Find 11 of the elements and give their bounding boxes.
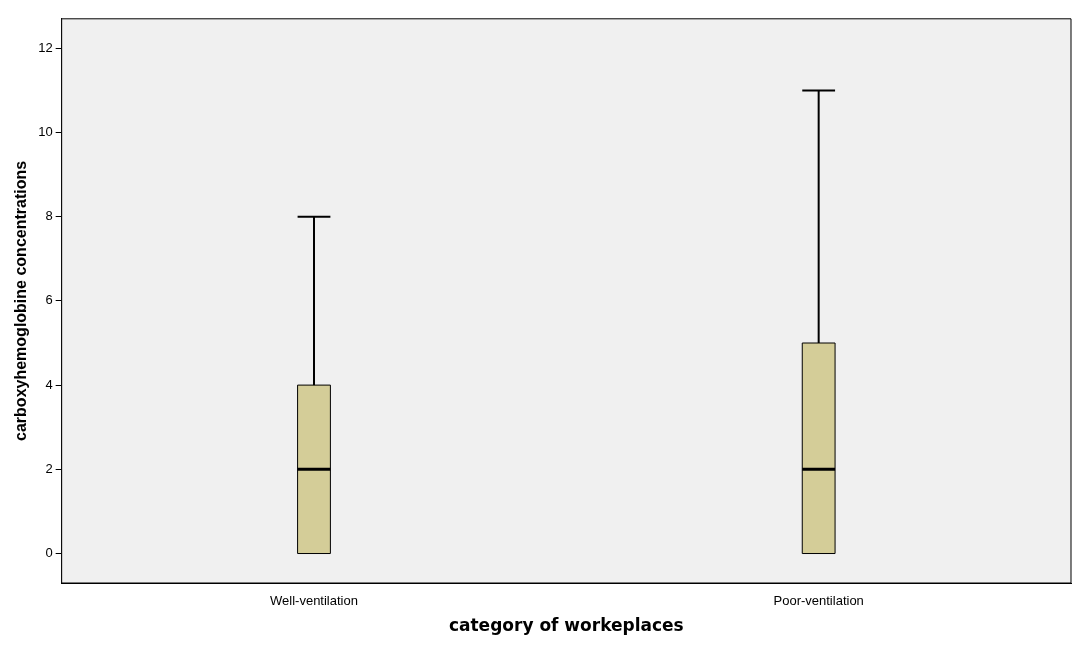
- y-tick-label: 0: [45, 545, 53, 561]
- y-tick-label: 2: [45, 460, 53, 476]
- y-tick-label: 12: [38, 39, 53, 55]
- y-axis-title: carboxyhemoglobine concentrations: [12, 160, 30, 441]
- x-axis-title: category of workeplaces: [448, 615, 684, 636]
- y-tick-label: 4: [45, 376, 53, 392]
- x-tick-label: Well-ventilation: [270, 593, 358, 609]
- y-tick-label: 8: [45, 208, 53, 224]
- x-tick-label: Poor-ventilation: [773, 593, 864, 609]
- y-tick-label: 6: [45, 292, 53, 308]
- y-tick-label: 10: [38, 124, 53, 140]
